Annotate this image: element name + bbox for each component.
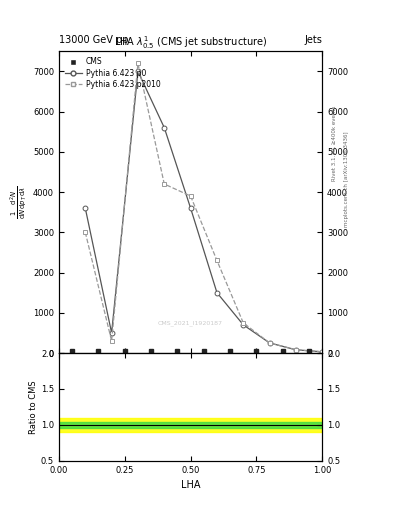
CMS [70, 348, 75, 354]
Text: Rivet 3.1.10, ≥400k events: Rivet 3.1.10, ≥400k events [332, 105, 337, 181]
Bar [59, 418, 322, 432]
Pythia 6.423 p2010 [267, 340, 272, 346]
CMS [307, 348, 311, 354]
Pythia 6.423 p0 [162, 124, 167, 131]
Pythia 6.423 p2010 [241, 320, 246, 326]
Bar [59, 422, 322, 428]
Text: Jets: Jets [305, 35, 322, 45]
Pythia 6.423 p0 [320, 349, 325, 355]
Pythia 6.423 p0 [294, 347, 298, 353]
Pythia 6.423 p0 [109, 330, 114, 336]
Title: LHA $\lambda^{1}_{0.5}$ (CMS jet substructure): LHA $\lambda^{1}_{0.5}$ (CMS jet substru… [114, 34, 267, 51]
Y-axis label: $\frac{1}{\mathrm{d}N}\frac{\mathrm{d}^2N}{\mathrm{d}p_T\,\mathrm{d}\lambda}$: $\frac{1}{\mathrm{d}N}\frac{\mathrm{d}^2… [8, 185, 29, 219]
CMS [175, 348, 180, 354]
Y-axis label: Ratio to CMS: Ratio to CMS [29, 380, 38, 434]
Pythia 6.423 p2010 [320, 349, 325, 355]
Pythia 6.423 p0 [83, 205, 88, 211]
Line: Pythia 6.423 p2010: Pythia 6.423 p2010 [83, 61, 325, 354]
Pythia 6.423 p2010 [109, 338, 114, 344]
CMS [202, 348, 206, 354]
Line: Pythia 6.423 p0: Pythia 6.423 p0 [83, 69, 325, 354]
Pythia 6.423 p2010 [83, 229, 88, 236]
CMS [228, 348, 233, 354]
Pythia 6.423 p2010 [215, 258, 219, 264]
Legend: CMS, Pythia 6.423 p0, Pythia 6.423 p2010: CMS, Pythia 6.423 p0, Pythia 6.423 p2010 [62, 54, 163, 92]
Pythia 6.423 p2010 [188, 193, 193, 199]
Pythia 6.423 p0 [188, 205, 193, 211]
Pythia 6.423 p0 [241, 322, 246, 328]
Pythia 6.423 p0 [215, 290, 219, 296]
Pythia 6.423 p0 [136, 68, 140, 74]
Pythia 6.423 p0 [267, 340, 272, 346]
Line: CMS: CMS [70, 349, 311, 353]
Pythia 6.423 p2010 [294, 347, 298, 353]
CMS [123, 348, 127, 354]
CMS [281, 348, 285, 354]
Text: CMS_2021_I1920187: CMS_2021_I1920187 [158, 320, 223, 326]
Text: 13000 GeV pp: 13000 GeV pp [59, 35, 129, 45]
Pythia 6.423 p2010 [162, 181, 167, 187]
CMS [149, 348, 153, 354]
CMS [254, 348, 259, 354]
Text: mcplots.cern.ch [arXiv:1306.3436]: mcplots.cern.ch [arXiv:1306.3436] [344, 132, 349, 227]
Pythia 6.423 p2010 [136, 60, 140, 67]
CMS [96, 348, 101, 354]
X-axis label: LHA: LHA [181, 480, 200, 490]
